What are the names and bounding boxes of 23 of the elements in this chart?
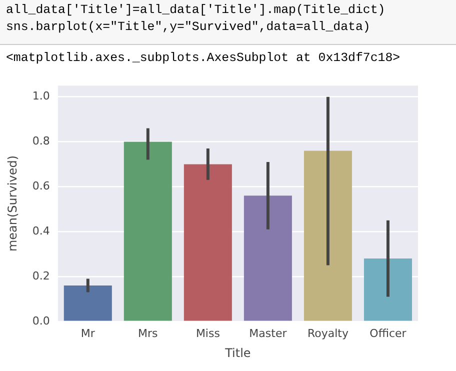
- x-tick-label: Miss: [196, 326, 220, 340]
- text: all_data['Title']=all_data['Title'].map(Title_dict): [6, 2, 386, 19]
- bar: [244, 196, 292, 321]
- x-tick-label: Mr: [80, 326, 96, 340]
- y-tick-label: 0.8: [32, 134, 50, 148]
- bar: [304, 150, 352, 321]
- y-tick-label: 1.0: [32, 90, 50, 103]
- y-tick-label: 0.2: [32, 269, 50, 282]
- bar: [124, 142, 172, 321]
- bar: [364, 258, 412, 321]
- bar: [64, 285, 112, 321]
- y-tick-label: 0.6: [32, 180, 50, 193]
- x-axis-title: Title: [224, 346, 251, 360]
- bar: [184, 164, 232, 321]
- x-tick-label: Officer: [370, 326, 407, 340]
- text: sns.barplot(x="Title",y="Survived",data=all_data): [6, 19, 372, 36]
- x-tick-label: Master: [249, 326, 288, 340]
- text: <matplotlib.axes._subplots.AxesSubplot at 0x13df7c18>: [6, 51, 402, 65]
- y-tick-label: 0.0: [32, 314, 50, 328]
- x-tick-label: Mrs: [138, 326, 158, 340]
- x-tick-label: Royalty: [307, 326, 349, 340]
- y-axis-title: mean(Survived): [5, 155, 20, 252]
- y-tick-label: 0.4: [32, 224, 50, 238]
